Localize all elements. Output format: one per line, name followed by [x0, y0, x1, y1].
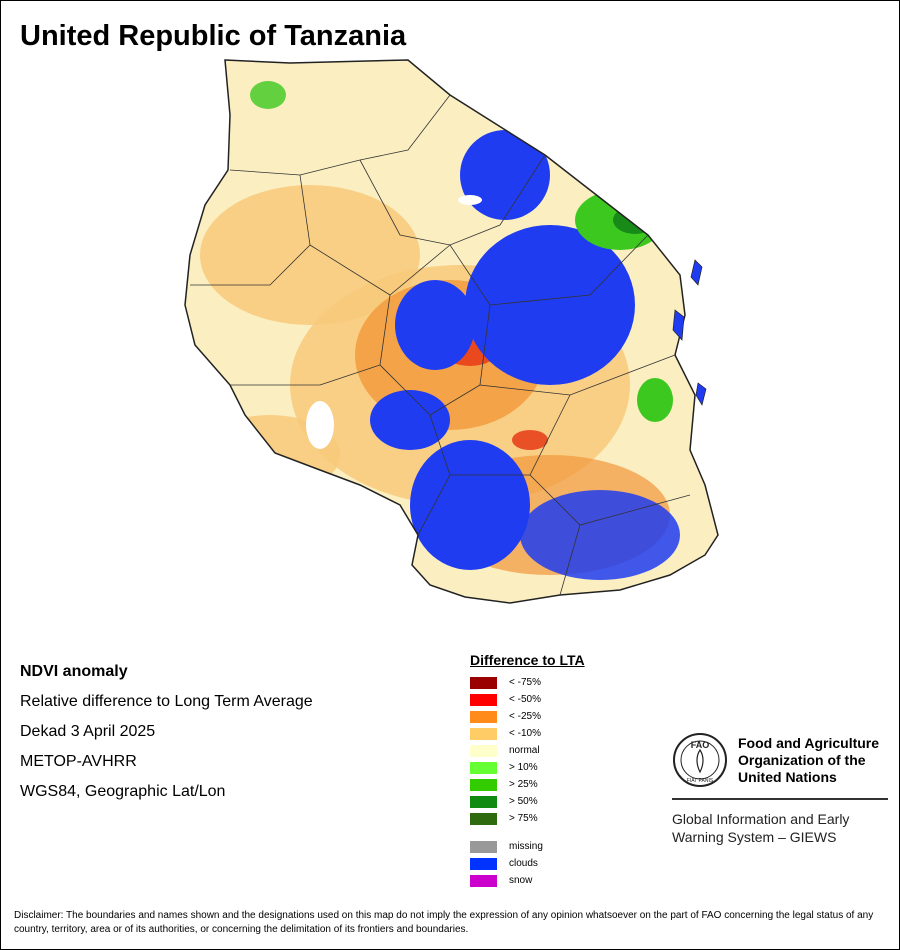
clouds-lake-rukwa — [370, 390, 450, 450]
fao-org-name-line: Organization of the — [738, 751, 866, 768]
fao-org-name-line: Food and Agriculture — [738, 734, 880, 751]
strong-negative-east — [512, 430, 548, 450]
legend-label: snow — [509, 875, 533, 886]
fao-org-name-line: United Nations — [738, 768, 837, 785]
clouds-north — [460, 130, 550, 220]
legend-label: < -75% — [509, 677, 541, 688]
fao-divider — [672, 798, 888, 800]
legend-label: < -10% — [509, 728, 541, 739]
legend-item: < -10% — [470, 725, 585, 742]
positive-northwest — [250, 81, 286, 109]
info-heading: NDVI anomaly — [20, 663, 128, 680]
water-lake-rukwa — [306, 401, 334, 449]
legend-swatch — [470, 812, 497, 825]
legend-swatch — [470, 761, 497, 774]
legend-swatch — [470, 795, 497, 808]
legend-label: normal — [509, 745, 540, 756]
giews-line: Global Information and Early — [672, 811, 850, 827]
info-line: Dekad 3 April 2025 — [20, 723, 156, 740]
legend-label: clouds — [509, 858, 538, 869]
info-line: Relative difference to Long Term Average — [20, 693, 313, 710]
legend-swatch — [470, 744, 497, 757]
legend-swatch — [470, 693, 497, 706]
fao-logo-motto: FIAT PANIS — [687, 778, 714, 784]
legend-label: > 10% — [509, 762, 538, 773]
legend-swatch — [470, 727, 497, 740]
clouds-south — [520, 490, 680, 580]
legend-item: > 10% — [470, 759, 585, 776]
info-line: METOP-AVHRR — [20, 753, 137, 770]
fao-branding: FAO FIAT PANIS Food and Agriculture Orga… — [672, 732, 888, 846]
tanzania-map — [184, 59, 719, 604]
positive-east-coast — [637, 378, 673, 422]
legend-swatch — [470, 874, 497, 887]
water-lake-victoria-edge — [458, 195, 482, 205]
legend-label: < -50% — [509, 694, 541, 705]
legend-item: > 50% — [470, 793, 585, 810]
fao-org-name: Food and Agriculture Organization of the… — [738, 735, 879, 786]
legend: Difference to LTA < -75% < -50% < -25% <… — [470, 652, 585, 889]
map-title: United Republic of Tanzania — [20, 20, 407, 52]
legend-label: < -25% — [509, 711, 541, 722]
legend-item: normal — [470, 742, 585, 759]
zanzibar-islands — [672, 259, 707, 406]
giews-line: Warning System – GIEWS — [672, 829, 837, 845]
legend-item: > 75% — [470, 810, 585, 827]
legend-item: < -25% — [470, 708, 585, 725]
legend-item: < -75% — [470, 674, 585, 691]
legend-label: > 25% — [509, 779, 538, 790]
legend-item: clouds — [470, 855, 585, 872]
strong-positive-northeast — [613, 206, 657, 234]
legend-swatch — [470, 676, 497, 689]
legend-label: > 50% — [509, 796, 538, 807]
legend-label: missing — [509, 841, 543, 852]
legend-label: > 75% — [509, 813, 538, 824]
legend-item: snow — [470, 872, 585, 889]
giews-name: Global Information and Early Warning Sys… — [672, 810, 888, 846]
legend-title: Difference to LTA — [470, 652, 585, 668]
legend-gap — [470, 827, 585, 838]
clouds-west-central — [395, 280, 475, 370]
legend-item: missing — [470, 838, 585, 855]
fao-logo-icon: FAO FIAT PANIS — [673, 733, 727, 787]
clouds-central — [465, 225, 635, 385]
legend-swatch — [470, 778, 497, 791]
legend-swatch — [470, 710, 497, 723]
country-border — [184, 59, 719, 604]
info-line: WGS84, Geographic Lat/Lon — [20, 783, 226, 800]
legend-swatch — [470, 840, 497, 853]
legend-swatch — [470, 857, 497, 870]
map-info: NDVI anomaly Relative difference to Long… — [20, 657, 313, 807]
disclaimer: Disclaimer: The boundaries and names sho… — [14, 910, 874, 935]
land-area — [185, 60, 718, 603]
clouds-southwest — [410, 440, 530, 570]
legend-item: < -50% — [470, 691, 585, 708]
fao-header: FAO FIAT PANIS Food and Agriculture Orga… — [672, 732, 888, 788]
fao-logo-text: FAO — [691, 740, 710, 750]
region-borders — [190, 94, 691, 596]
legend-item: > 25% — [470, 776, 585, 793]
